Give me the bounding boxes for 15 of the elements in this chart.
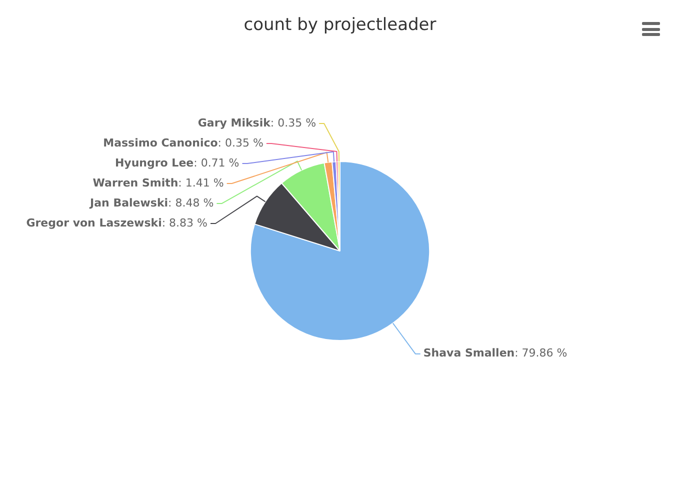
data-label: : 0.71 % — [194, 156, 240, 170]
slice-label: Gregor von Laszewski — [26, 216, 162, 230]
data-label: : 79.86 % — [514, 346, 568, 360]
slice-label: Hyungro Lee — [114, 156, 194, 170]
chart-title: count by projectleader — [242, 15, 438, 35]
data-label: : 0.35 % — [270, 116, 316, 130]
data-label: : 0.35 % — [218, 136, 264, 150]
slice-label: Jan Balewski — [89, 196, 168, 210]
slice-label: Massimo Canonico — [103, 136, 218, 150]
data-label: : 1.41 % — [178, 176, 224, 190]
slice-label: Shava Smallen — [423, 346, 515, 360]
slice-label: Warren Smith — [92, 176, 178, 190]
slice-label: Gary Miksik — [198, 116, 272, 130]
data-label: : 8.83 % — [162, 216, 208, 230]
data-label: : 8.48 % — [168, 196, 214, 210]
